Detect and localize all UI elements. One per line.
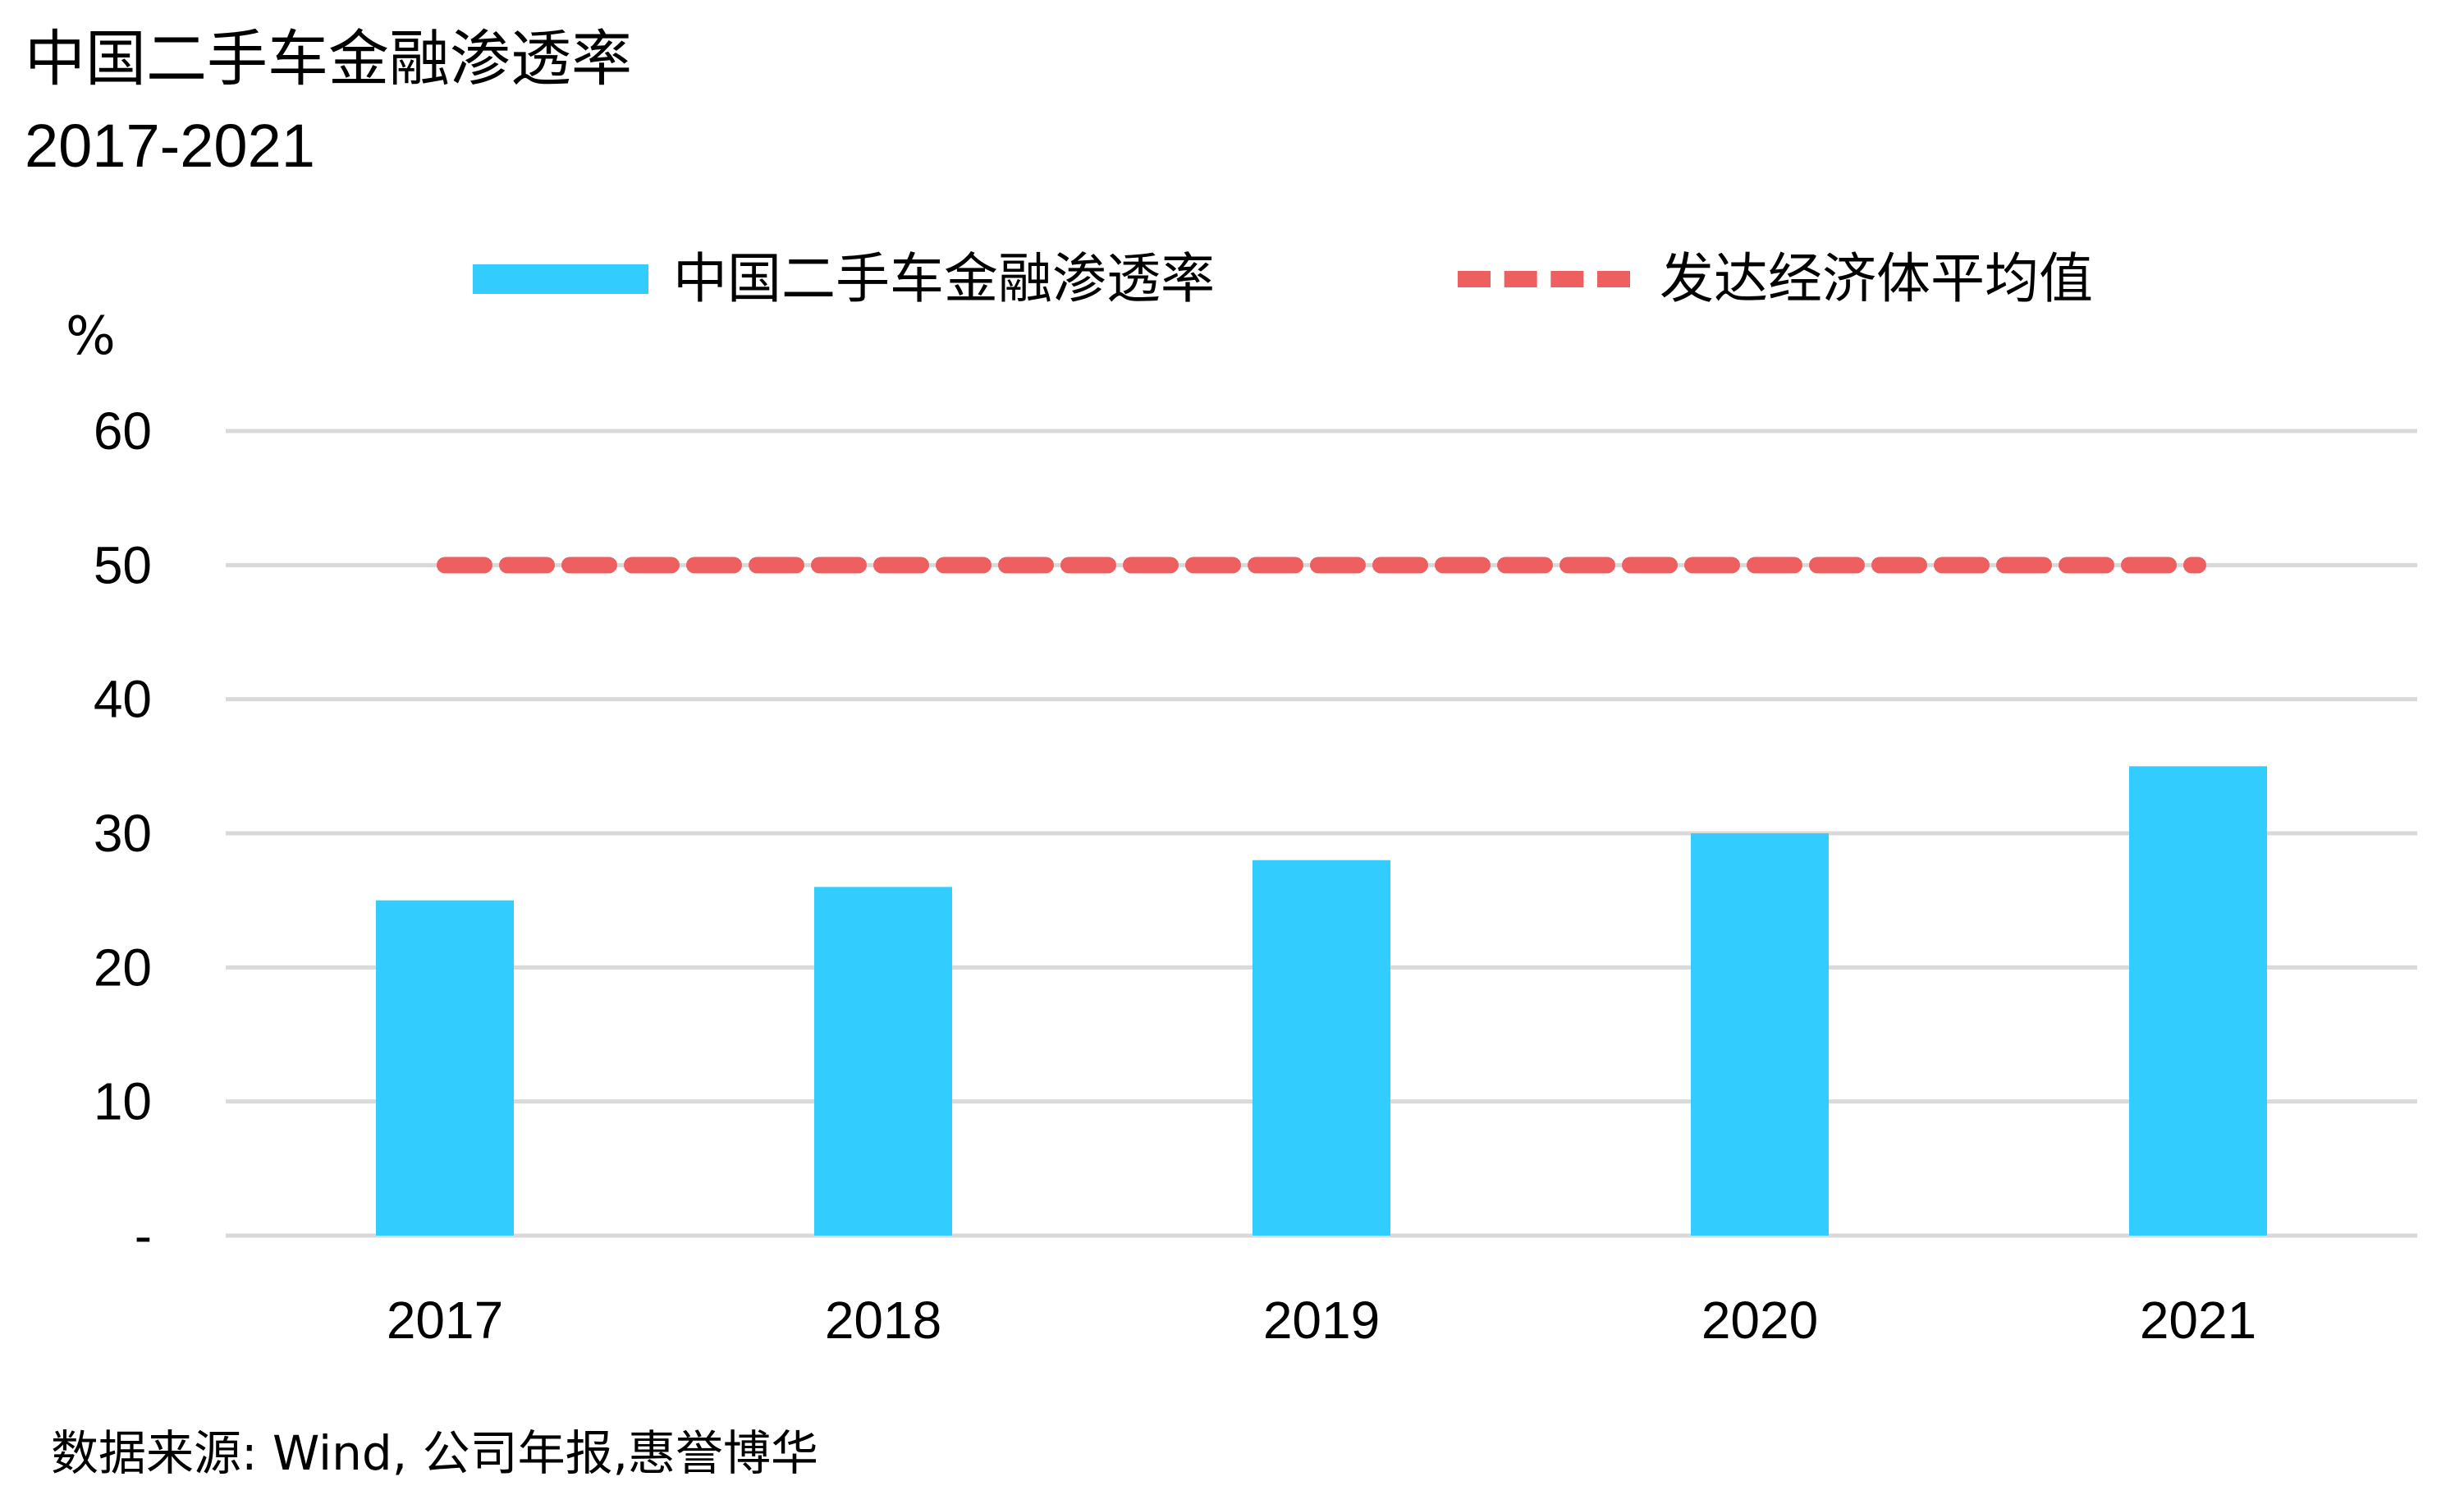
- source-note: 数据来源: Wind, 公司年报,惠誉博华: [51, 1425, 819, 1481]
- y-tick-label: -: [135, 1206, 152, 1265]
- y-tick-label: 30: [94, 804, 152, 863]
- y-tick-label: 60: [94, 401, 152, 461]
- chart-subtitle: 2017-2021: [25, 112, 315, 180]
- x-tick-label: 2018: [825, 1291, 941, 1350]
- y-tick-label: 20: [94, 938, 152, 997]
- bar: [2129, 766, 2267, 1236]
- y-tick-label: 40: [94, 670, 152, 729]
- legend-swatch-bar: [473, 264, 648, 294]
- legend-label-bar: 中国二手车金融渗透率: [673, 247, 1215, 310]
- x-tick-label: 2020: [1701, 1291, 1818, 1350]
- legend-swatch-line: [1458, 271, 1630, 287]
- chart-title: 中国二手车金融渗透率: [25, 24, 632, 94]
- bar: [1691, 833, 1829, 1236]
- y-tick-label: 50: [94, 535, 152, 594]
- bar: [1253, 860, 1390, 1236]
- x-tick-label: 2021: [2140, 1291, 2256, 1350]
- x-tick-label: 2017: [387, 1291, 503, 1350]
- bar: [376, 900, 514, 1236]
- legend-label-line: 发达经济体平均值: [1660, 247, 2093, 310]
- legend-item-line: 发达经济体平均值: [1458, 242, 2093, 316]
- y-tick-label: 10: [94, 1072, 152, 1131]
- y-axis-unit: %: [66, 306, 116, 367]
- bar: [814, 887, 952, 1236]
- x-tick-label: 2019: [1263, 1291, 1380, 1350]
- legend-item-bar: 中国二手车金融渗透率: [473, 242, 1215, 316]
